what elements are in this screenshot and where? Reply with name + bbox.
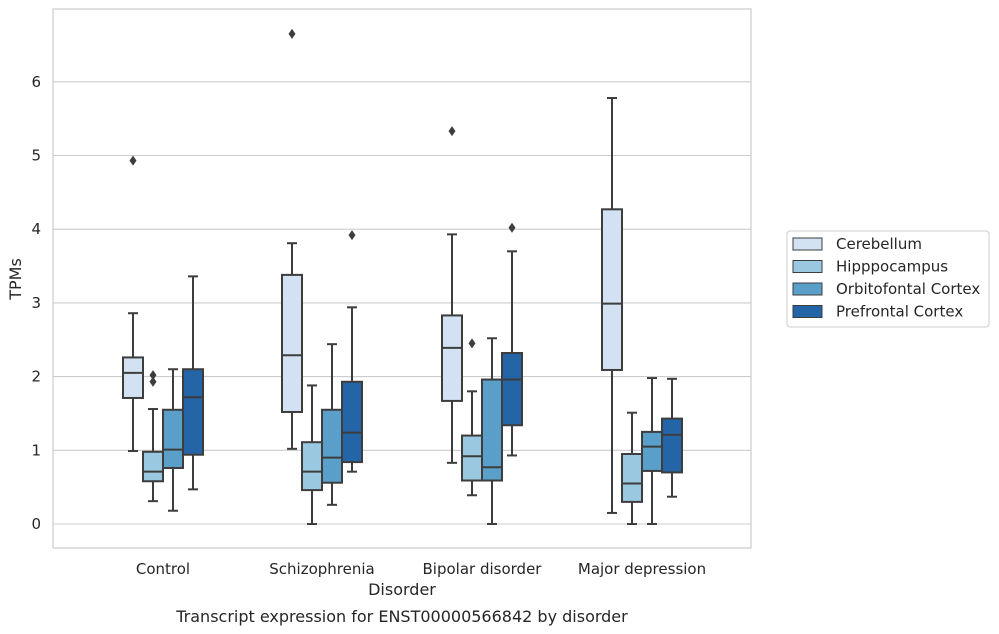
box-hipppocampus xyxy=(621,411,643,525)
x-tick-label: Major depression xyxy=(578,560,706,578)
legend-label: Orbitofontal Cortex xyxy=(836,280,980,298)
box-iqr xyxy=(281,273,303,413)
y-tick-label: 5 xyxy=(31,147,41,165)
outlier-point xyxy=(468,338,476,349)
y-tick-label: 2 xyxy=(31,368,41,386)
box-prefrontal-cortex xyxy=(661,377,683,498)
legend-swatch xyxy=(792,237,823,251)
box-iqr xyxy=(501,352,523,427)
plot-frame xyxy=(52,8,752,549)
box-hipppocampus xyxy=(142,370,164,503)
outlier-point xyxy=(129,155,137,166)
x-tick-label: Schizophrenia xyxy=(269,560,374,578)
box-iqr xyxy=(301,441,323,492)
outlier-point xyxy=(149,376,157,387)
box-iqr xyxy=(162,408,184,469)
box-prefrontal-cortex xyxy=(501,222,523,457)
legend: Cerebellum Hipppocampus Orbitofontal Corte… xyxy=(786,230,990,328)
legend-label: Prefrontal Cortex xyxy=(836,303,963,321)
x-tick-label: Control xyxy=(136,560,190,578)
outlier-point xyxy=(448,126,456,137)
outlier-point xyxy=(149,370,157,381)
legend-label: Cerebellum xyxy=(836,235,922,253)
box-iqr xyxy=(441,314,463,402)
y-axis-label: TPMs xyxy=(6,258,25,301)
box-orbitofontal-cortex xyxy=(321,343,343,506)
x-tick-label: Bipolar disorder xyxy=(423,560,543,578)
y-tick-label: 0 xyxy=(31,515,41,533)
box-cerebellum xyxy=(122,155,144,453)
x-axis-label: Disorder xyxy=(368,580,436,599)
y-tick-labels: 0 1 2 3 4 5 6 xyxy=(31,73,41,533)
outlier-point xyxy=(288,28,296,39)
chart-caption: Transcript expression for ENST0000056684… xyxy=(175,607,628,626)
box-hipppocampus xyxy=(301,384,323,525)
box-prefrontal-cortex xyxy=(341,230,363,473)
outlier-point xyxy=(508,222,516,233)
box-iqr xyxy=(461,434,483,482)
box-iqr xyxy=(661,417,683,474)
box-hipppocampus xyxy=(461,338,483,497)
box-iqr xyxy=(182,368,204,456)
box-iqr xyxy=(601,208,623,371)
y-tick-label: 4 xyxy=(31,220,41,238)
box-iqr xyxy=(341,380,363,464)
y-tick-label: 6 xyxy=(31,73,41,91)
x-tick-labels: Control Schizophrenia Bipolar disorder Majo… xyxy=(136,560,706,578)
y-tick-label: 3 xyxy=(31,294,41,312)
box-orbitofontal-cortex xyxy=(162,368,184,512)
legend-swatch xyxy=(792,260,823,273)
outlier-point xyxy=(348,230,356,241)
box-cerebellum xyxy=(281,28,303,450)
box-orbitofontal-cortex xyxy=(481,337,503,525)
box-cerebellum xyxy=(441,126,463,464)
box-cerebellum xyxy=(601,97,623,514)
box-iqr xyxy=(481,378,503,482)
box-prefrontal-cortex xyxy=(182,275,204,491)
box-iqr xyxy=(621,452,643,503)
y-tick-label: 1 xyxy=(31,441,41,459)
box-iqr xyxy=(142,450,164,483)
box-iqr xyxy=(641,430,663,472)
legend-frame xyxy=(786,230,990,328)
box-groups xyxy=(122,28,683,525)
legend-swatch xyxy=(792,282,823,296)
legend-label: Hipppocampus xyxy=(836,258,948,276)
legend-swatch xyxy=(792,305,823,318)
box-orbitofontal-cortex xyxy=(641,377,663,525)
box-iqr xyxy=(122,356,144,399)
box-iqr xyxy=(321,408,343,484)
